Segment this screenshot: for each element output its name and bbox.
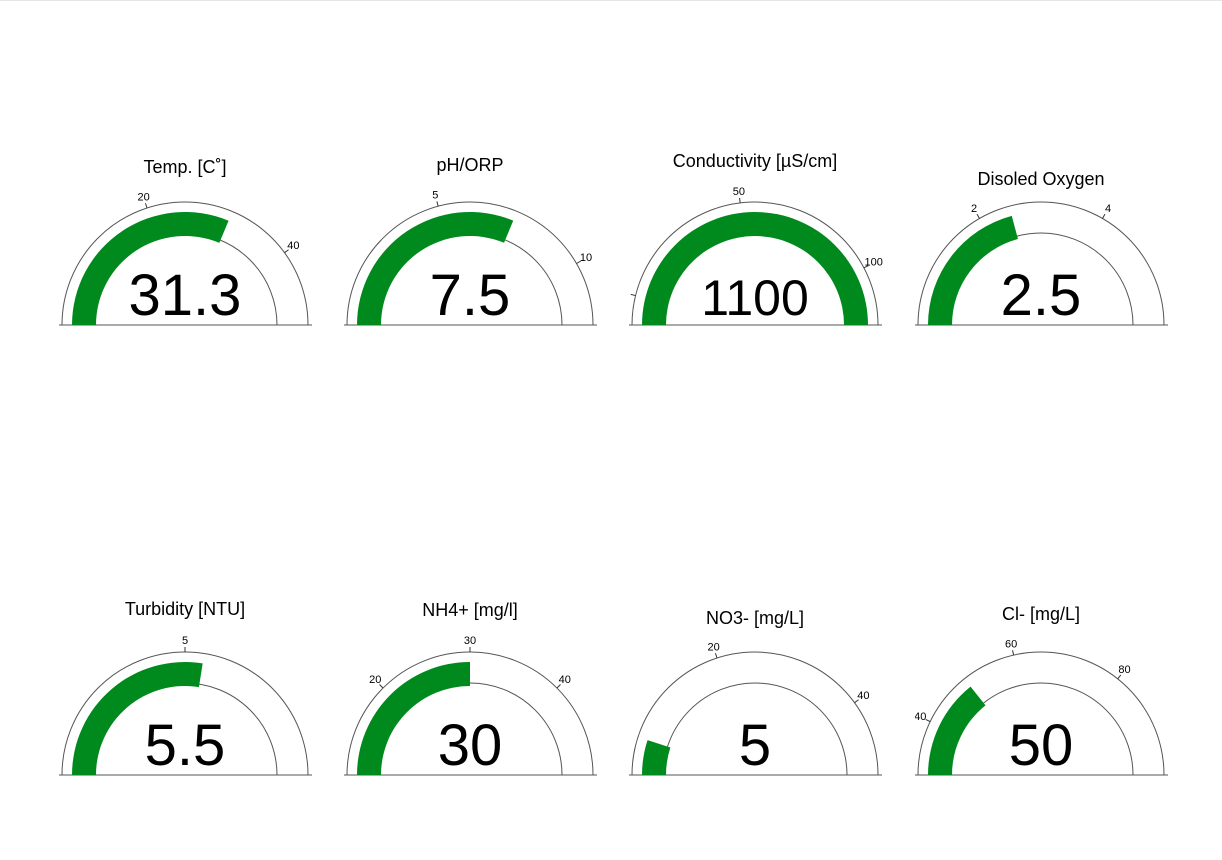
gauge-ring bbox=[631, 651, 879, 776]
gauge-bar bbox=[642, 740, 671, 775]
gauge-value: 7.5 bbox=[430, 263, 511, 328]
tick-label: 5 bbox=[432, 189, 438, 201]
gauge-value: 1100 bbox=[701, 270, 809, 326]
tick-label: 100 bbox=[864, 257, 882, 269]
gauge-bar bbox=[642, 212, 868, 325]
tick-label: 5 bbox=[182, 635, 188, 647]
tick-label: 40 bbox=[914, 711, 926, 723]
tick-mark bbox=[1117, 674, 1122, 680]
gauge-value: 2.5 bbox=[1001, 263, 1082, 328]
tick-mark bbox=[925, 719, 931, 723]
gauge: NH4+ [mg/l] 20 30 40 30 bbox=[344, 600, 597, 778]
gauge-title: NO3- [mg/L] bbox=[706, 608, 804, 628]
tick-mark bbox=[714, 653, 718, 659]
tick-label: 20 bbox=[137, 191, 149, 203]
tick-mark bbox=[976, 213, 980, 219]
gauge: Conductivity [µS/cm] 0 50 100 1100 bbox=[622, 151, 883, 326]
gauge-title: Cl- [mg/L] bbox=[1002, 604, 1080, 624]
gauge-bar bbox=[72, 212, 229, 325]
gauge-bar bbox=[928, 686, 986, 775]
tick-mark bbox=[854, 699, 859, 704]
tick-mark bbox=[863, 265, 869, 269]
tick-mark bbox=[1102, 213, 1106, 219]
tick-label: 20 bbox=[369, 674, 381, 686]
gauge: Cl- [mg/L] 40 60 80 50 bbox=[914, 604, 1168, 778]
tick-mark bbox=[739, 197, 741, 203]
tick-label: 20 bbox=[707, 641, 719, 653]
gauge: Temp. [C˚] 20 40 31.3 bbox=[59, 157, 312, 328]
gauge-title: Conductivity [µS/cm] bbox=[673, 151, 837, 171]
gauge: Disoled Oxygen 2 4 2.5 bbox=[915, 169, 1168, 328]
gauge-title: Disoled Oxygen bbox=[977, 169, 1104, 189]
gauge-value: 31.3 bbox=[129, 263, 242, 328]
tick-mark bbox=[436, 201, 439, 207]
gauge-title: pH/ORP bbox=[436, 155, 503, 175]
gauge-bar bbox=[72, 662, 203, 775]
tick-mark bbox=[284, 249, 289, 254]
tick-label: 0 bbox=[622, 287, 628, 299]
tick-label: 40 bbox=[559, 674, 571, 686]
tick-mark bbox=[144, 203, 148, 209]
gauge-bar bbox=[357, 662, 470, 775]
tick-label: 40 bbox=[857, 690, 869, 702]
tick-label: 10 bbox=[580, 252, 592, 264]
gauge-bar bbox=[357, 212, 514, 325]
gauge-ring bbox=[917, 651, 1165, 776]
tick-mark bbox=[1012, 650, 1015, 656]
tick-label: 4 bbox=[1105, 203, 1111, 215]
tick-mark bbox=[576, 260, 582, 264]
gauge-title: Turbidity [NTU] bbox=[125, 599, 245, 619]
gauge: Turbidity [NTU] 5 5.5 bbox=[59, 599, 312, 778]
tick-mark bbox=[379, 684, 384, 689]
gauge-title: NH4+ [mg/l] bbox=[422, 600, 518, 620]
gauge-value: 5.5 bbox=[145, 713, 226, 778]
gauge: NO3- [mg/L] 20 40 5 bbox=[629, 608, 882, 778]
gauge-value: 30 bbox=[438, 713, 503, 778]
tick-label: 50 bbox=[733, 186, 745, 198]
gauge-bar bbox=[928, 215, 1018, 325]
gauge: pH/ORP 5 10 7.5 bbox=[344, 155, 597, 328]
tick-label: 80 bbox=[1118, 664, 1130, 676]
tick-mark bbox=[556, 684, 561, 689]
tick-label: 40 bbox=[287, 240, 299, 252]
tick-mark bbox=[630, 293, 636, 297]
gauge-title: Temp. [C˚] bbox=[143, 157, 226, 177]
tick-label: 2 bbox=[971, 203, 977, 215]
tick-label: 30 bbox=[464, 635, 476, 647]
gauge-value: 50 bbox=[1009, 713, 1074, 778]
gauge-value: 5 bbox=[739, 713, 771, 778]
tick-label: 60 bbox=[1005, 638, 1017, 650]
